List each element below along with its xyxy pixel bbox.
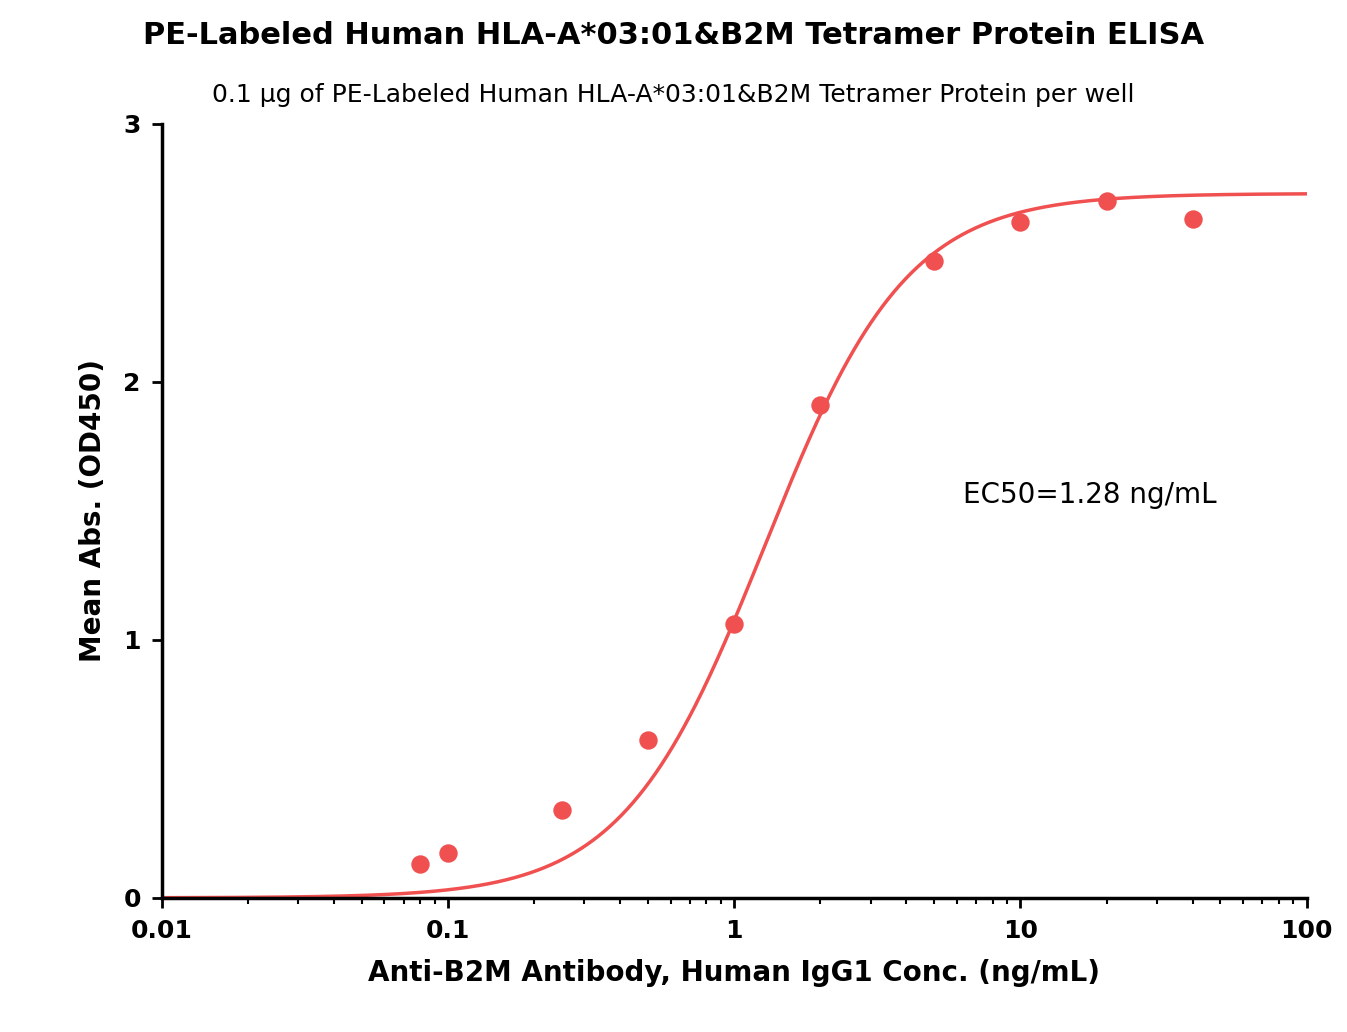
Point — [637, 733, 659, 749]
Point — [924, 252, 946, 268]
Point — [1095, 193, 1117, 209]
Point — [810, 397, 831, 414]
Point — [723, 616, 745, 633]
Text: 0.1 μg of PE-Labeled Human HLA-A*03:01&B2M Tetramer Protein per well: 0.1 μg of PE-Labeled Human HLA-A*03:01&B… — [213, 83, 1134, 106]
Text: PE-Labeled Human HLA-A*03:01&B2M Tetramer Protein ELISA: PE-Labeled Human HLA-A*03:01&B2M Tetrame… — [143, 21, 1204, 50]
X-axis label: Anti-B2M Antibody, Human IgG1 Conc. (ng/mL): Anti-B2M Antibody, Human IgG1 Conc. (ng/… — [368, 960, 1100, 988]
Text: EC50=1.28 ng/mL: EC50=1.28 ng/mL — [963, 481, 1216, 510]
Point — [409, 857, 431, 873]
Y-axis label: Mean Abs. (OD450): Mean Abs. (OD450) — [78, 359, 106, 663]
Point — [1181, 212, 1203, 228]
Point — [1009, 214, 1030, 230]
Point — [551, 802, 572, 818]
Point — [436, 844, 458, 861]
